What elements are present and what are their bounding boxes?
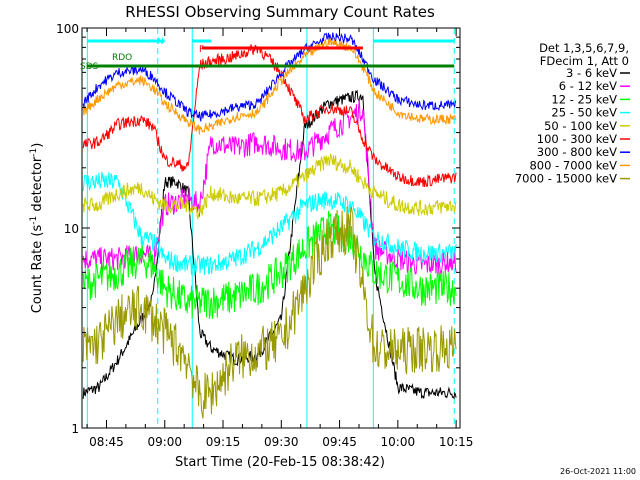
series-line-5: [82, 154, 457, 221]
y-tick-label: 1: [71, 422, 79, 436]
legend-entry-9: 7000 - 15000 keV: [515, 172, 617, 186]
flag-label-n: N: [157, 37, 164, 47]
y-axis-label-end: ): [30, 143, 45, 148]
series-line-6: [82, 44, 457, 187]
x-tick-label: 10:00: [381, 435, 416, 449]
y-axis-label-tail-sup: -1: [29, 148, 39, 157]
series-line-3: [82, 210, 457, 319]
x-tick-label: 08:45: [89, 435, 124, 449]
legend-header-2: FDecim 1, Att 0: [540, 54, 629, 68]
legend-entry-6: 100 - 300 keV: [537, 132, 617, 146]
legend-entry-8: 800 - 7000 keV: [529, 158, 617, 172]
series-line-9: [82, 206, 457, 419]
legend-entry-3: 12 - 25 keV: [551, 92, 617, 106]
flag-label-f: F: [199, 45, 204, 55]
chart-title: RHESSI Observing Summary Count Rates: [125, 3, 435, 21]
x-tick-label: 09:15: [206, 435, 241, 449]
timestamp: 26-Oct-2021 11:00: [560, 467, 636, 476]
y-axis-label-main: Count Rate (s: [30, 225, 45, 314]
legend-header-1: Det 1,3,5,6,7,9,: [539, 41, 629, 55]
flag-bars: [87, 39, 455, 68]
series-line-8: [82, 37, 457, 135]
legend-entry-5: 50 - 100 keV: [544, 119, 617, 133]
y-tick-label: 100: [56, 22, 79, 36]
flag-label-rdo: RDO: [112, 53, 132, 63]
series-line-4: [82, 170, 457, 276]
series-traces: [82, 28, 457, 428]
x-tick-label: 09:30: [264, 435, 299, 449]
series-line-7: [82, 32, 457, 122]
x-tick-label: 10:15: [439, 435, 474, 449]
legend: Det 1,3,5,6,7,9, FDecim 1, Att 0 3 - 6 k…: [515, 41, 630, 186]
x-ticks: 08:45 09:00 09:15 09:30 09:45 10:00 10:15: [86, 28, 474, 449]
y-axis-label: Count Rate (s-1 detector-1): [29, 143, 45, 314]
legend-entry-1: 3 - 6 keV: [566, 66, 617, 80]
y-axis-label-tail: detector: [30, 156, 45, 216]
legend-entry-2: 6 - 12 keV: [559, 79, 617, 93]
y-axis-label-sup: -1: [29, 216, 39, 225]
legend-entry-4: 25 - 50 keV: [551, 106, 617, 120]
flag-label-sds: SDS: [80, 62, 99, 72]
x-tick-label: 09:45: [322, 435, 357, 449]
y-tick-label: 10: [64, 222, 79, 236]
x-tick-label: 09:00: [147, 435, 182, 449]
y-ticks: 1 10 100: [56, 22, 460, 436]
x-axis-label: Start Time (20-Feb-15 08:38:42): [175, 455, 385, 470]
legend-entry-7: 300 - 800 keV: [537, 145, 617, 159]
